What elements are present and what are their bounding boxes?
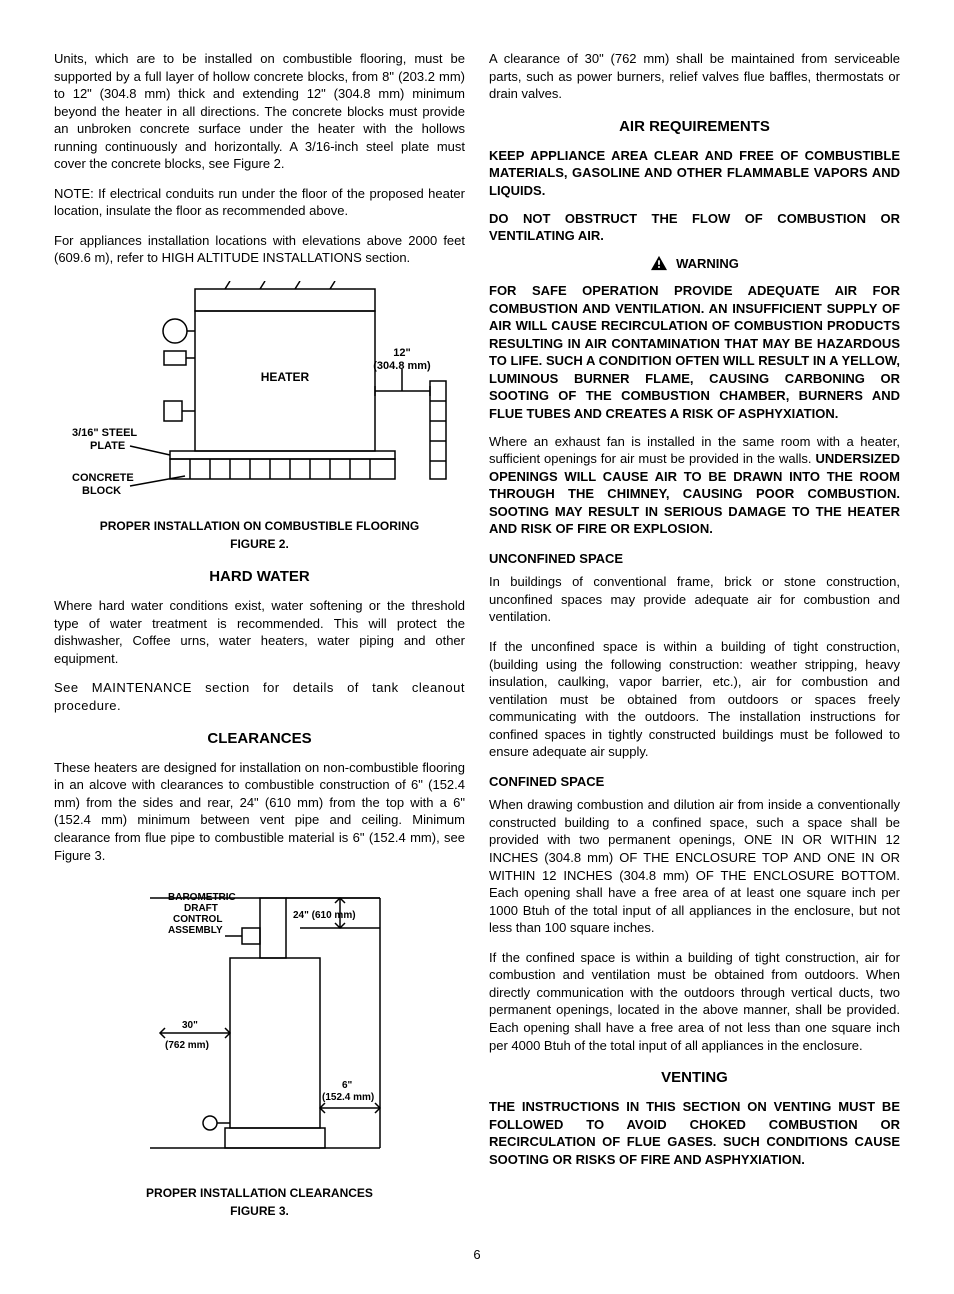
fig3-dim-30: 30": [182, 1020, 198, 1031]
warning-row: WARNING: [489, 255, 900, 273]
fig2-steel-1: 3/16" STEEL: [72, 427, 137, 439]
fig2-heater-label: HEATER: [260, 370, 309, 384]
warning-triangle-icon: [650, 255, 668, 271]
heading-hard-water: HARD WATER: [54, 567, 465, 587]
fig3-baro-1: BAROMETRIC: [168, 892, 236, 903]
left-column: Units, which are to be installed on comb…: [54, 50, 465, 1228]
figure-2: HEATER 12" (304.8 mm) 3/16" STEEL PLATE …: [54, 281, 465, 553]
fig2-steel-2: PLATE: [90, 440, 125, 452]
left-para-4: Where hard water conditions exist, water…: [54, 597, 465, 667]
left-para-6: These heaters are designed for installat…: [54, 759, 465, 864]
fig3-baro-2: DRAFT: [184, 903, 218, 914]
fig2-dim-12mm: (304.8 mm): [373, 360, 431, 372]
fig3-cap-2: FIGURE 3.: [230, 1204, 289, 1218]
right-para-10: THE INSTRUCTIONS IN THIS SECTION ON VENT…: [489, 1098, 900, 1168]
figure-3-svg: BAROMETRIC DRAFT CONTROL ASSEMBLY 24" (6…: [110, 878, 410, 1178]
heading-air-req: AIR REQUIREMENTS: [489, 117, 900, 137]
right-column: A clearance of 30" (762 mm) shall be mai…: [489, 50, 900, 1228]
fig2-block: BLOCK: [82, 485, 121, 497]
heading-venting: VENTING: [489, 1068, 900, 1088]
figure-2-svg: HEATER 12" (304.8 mm) 3/16" STEEL PLATE …: [70, 281, 450, 511]
left-para-3: For appliances installation locations wi…: [54, 232, 465, 267]
right-para-9: If the confined space is within a buildi…: [489, 949, 900, 1054]
fig2-cap-2: FIGURE 2.: [230, 537, 289, 551]
right-para-3: DO NOT OBSTRUCT THE FLOW OF COMBUSTION O…: [489, 210, 900, 245]
right-para-8: When drawing combustion and dilution air…: [489, 796, 900, 936]
fig3-dim-30mm: (762 mm): [165, 1040, 209, 1051]
subheading-unconfined: UNCONFINED SPACE: [489, 550, 900, 568]
right-para-4: FOR SAFE OPERATION PROVIDE ADEQUATE AIR …: [489, 282, 900, 422]
page-number: 6: [54, 1246, 900, 1264]
fig2-cap-1: PROPER INSTALLATION ON COMBUSTIBLE FLOOR…: [100, 519, 420, 533]
fig3-dim-6: 6": [342, 1080, 353, 1091]
fig2-dim-12: 12": [393, 347, 410, 359]
left-para-1: Units, which are to be installed on comb…: [54, 50, 465, 173]
fig2-concrete: CONCRETE: [72, 472, 134, 484]
right-para-1: A clearance of 30" (762 mm) shall be mai…: [489, 50, 900, 103]
left-para-2: NOTE: If electrical conduits run under t…: [54, 185, 465, 220]
subheading-confined: CONFINED SPACE: [489, 773, 900, 791]
figure-3-caption: PROPER INSTALLATION CLEARANCES FIGURE 3.: [146, 1184, 373, 1220]
two-column-layout: Units, which are to be installed on comb…: [54, 50, 900, 1228]
fig3-cap-1: PROPER INSTALLATION CLEARANCES: [146, 1186, 373, 1200]
right-para-6: In buildings of conventional frame, bric…: [489, 573, 900, 626]
heading-clearances: CLEARANCES: [54, 729, 465, 749]
right-para-2: KEEP APPLIANCE AREA CLEAR AND FREE OF CO…: [489, 147, 900, 200]
fig3-dim-24: 24" (610 mm): [293, 910, 356, 921]
figure-3: BAROMETRIC DRAFT CONTROL ASSEMBLY 24" (6…: [54, 878, 465, 1220]
fig3-baro-4: ASSEMBLY: [168, 925, 223, 936]
fig3-dim-6mm: (152.4 mm): [322, 1092, 374, 1103]
figure-2-caption: PROPER INSTALLATION ON COMBUSTIBLE FLOOR…: [100, 517, 420, 553]
right-para-5: Where an exhaust fan is installed in the…: [489, 433, 900, 538]
warning-label: WARNING: [676, 255, 739, 273]
right-para-7: If the unconfined space is within a buil…: [489, 638, 900, 761]
fig3-baro-3: CONTROL: [173, 914, 222, 925]
left-para-5: See MAINTENANCE section for details of t…: [54, 679, 465, 714]
